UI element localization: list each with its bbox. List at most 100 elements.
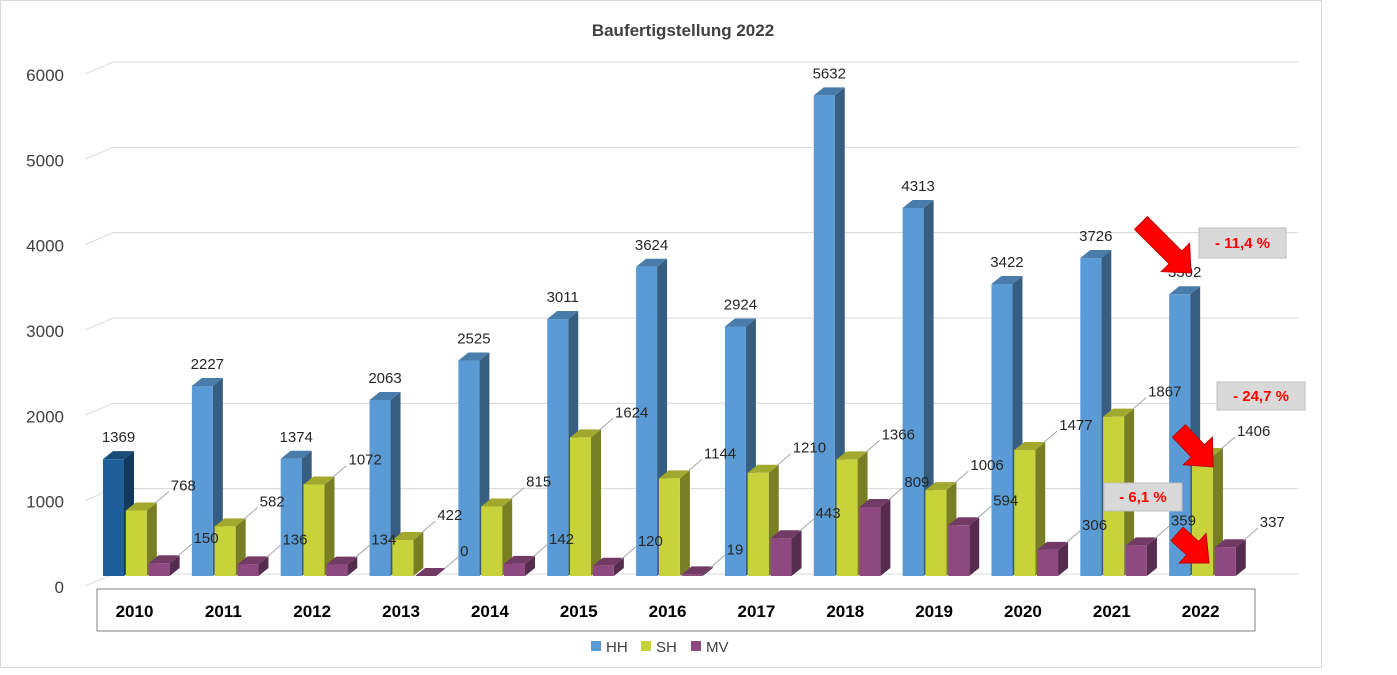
data-label: 1006 bbox=[970, 457, 1003, 474]
bar-SH-2020 bbox=[1014, 441, 1046, 576]
x-tick-label: 2016 bbox=[649, 602, 687, 621]
x-axis: 2010 2011 2012 2013 2014 2015 2016 2017 2018 2019… bbox=[116, 602, 1220, 621]
annotations: - 11,4 % - 24,7 % - 6,1 % bbox=[1103, 215, 1306, 564]
leader-line bbox=[243, 506, 258, 520]
bar-MV-2015 bbox=[592, 557, 624, 576]
red-arrow-icon bbox=[1171, 424, 1214, 468]
data-label: 1624 bbox=[615, 404, 648, 421]
bar-SH-2016 bbox=[658, 470, 690, 576]
annotation-MV: - 6,1 % bbox=[1103, 482, 1210, 564]
leader-line bbox=[621, 546, 637, 560]
leader-line bbox=[1243, 527, 1259, 541]
data-label: 1374 bbox=[280, 429, 313, 446]
data-label: 1072 bbox=[348, 452, 381, 469]
leader-line bbox=[976, 505, 992, 519]
bar-MV-2020 bbox=[1037, 541, 1069, 576]
annotation-box bbox=[1216, 381, 1306, 411]
data-label: 337 bbox=[1260, 514, 1285, 531]
data-label: 1867 bbox=[1148, 384, 1181, 401]
x-tick-label: 2020 bbox=[1004, 602, 1042, 621]
legend-swatch bbox=[691, 641, 701, 651]
leader-line bbox=[687, 458, 703, 472]
y-tick-label: 4000 bbox=[26, 237, 64, 256]
data-label: 594 bbox=[993, 492, 1018, 509]
annotation-HH: - 11,4 % bbox=[1133, 215, 1287, 274]
data-label: 3624 bbox=[635, 237, 668, 254]
leader-line bbox=[1154, 525, 1170, 539]
bar-SH-2015 bbox=[570, 429, 602, 576]
annotation-box bbox=[1103, 482, 1183, 512]
bar-MV-2011 bbox=[237, 556, 269, 576]
data-label: 2525 bbox=[457, 331, 490, 348]
legend-label: HH bbox=[606, 639, 628, 656]
red-arrow-icon bbox=[1170, 526, 1210, 564]
bar-MV-2012 bbox=[326, 556, 358, 576]
data-label: 768 bbox=[171, 477, 196, 494]
gridline bbox=[84, 61, 1298, 75]
data-label: 4313 bbox=[901, 178, 934, 195]
leader-line bbox=[1042, 430, 1058, 444]
data-label: 2924 bbox=[724, 296, 757, 313]
gridlines bbox=[84, 61, 1298, 587]
x-tick-label: 2019 bbox=[915, 602, 953, 621]
data-label: 120 bbox=[638, 533, 663, 550]
leader-line bbox=[443, 556, 459, 570]
leader-line bbox=[1065, 530, 1081, 544]
legend-item-HH: HH bbox=[591, 639, 628, 656]
y-tick-label: 2000 bbox=[26, 407, 64, 426]
leader-line bbox=[332, 465, 347, 478]
data-label: 1477 bbox=[1059, 417, 1092, 434]
x-tick-label: 2017 bbox=[738, 602, 776, 621]
red-arrow-icon bbox=[1133, 215, 1192, 274]
legend: HH SH MV bbox=[591, 639, 729, 656]
data-label: 809 bbox=[904, 474, 929, 491]
bar-MV-2017 bbox=[770, 530, 802, 576]
leader-line bbox=[710, 554, 726, 568]
bar-SH-2012 bbox=[303, 476, 335, 576]
legend-swatch bbox=[591, 641, 601, 651]
x-axis-box bbox=[96, 588, 1256, 632]
data-label: 0 bbox=[460, 543, 468, 560]
gridline bbox=[84, 232, 1298, 246]
legend-item-SH: SH bbox=[641, 639, 677, 656]
bar-MV-2016 bbox=[681, 566, 713, 576]
bar-MV-2019 bbox=[948, 517, 980, 576]
leader-line bbox=[1131, 397, 1147, 411]
leader-line bbox=[532, 544, 548, 558]
bar-MV-2021 bbox=[1125, 537, 1157, 576]
data-label: 150 bbox=[194, 530, 219, 547]
gridline bbox=[84, 317, 1298, 331]
chart-frame: Baufertigstellung 2022 0 1000 2000 3000 4000… bbox=[0, 0, 1322, 668]
annotation-text: - 6,1 % bbox=[1119, 489, 1167, 506]
data-label: 1366 bbox=[882, 426, 915, 443]
annotation-text: - 11,4 % bbox=[1215, 235, 1270, 252]
data-label: 443 bbox=[816, 505, 841, 522]
leader-line bbox=[954, 470, 969, 484]
data-label: 19 bbox=[727, 541, 744, 558]
bar-HH-2013 bbox=[369, 391, 401, 576]
data-label: 1210 bbox=[793, 440, 826, 457]
bar-MV-2010 bbox=[148, 555, 180, 576]
data-label: 3011 bbox=[547, 289, 579, 306]
data-label: 1144 bbox=[704, 445, 736, 462]
leader-line bbox=[598, 418, 614, 431]
x-tick-label: 2022 bbox=[1182, 602, 1220, 621]
data-label: 2227 bbox=[191, 356, 224, 373]
annotation-text: - 24,7 % bbox=[1233, 388, 1289, 405]
legend-label: MV bbox=[706, 639, 729, 656]
y-axis: 0 1000 2000 3000 4000 5000 6000 bbox=[26, 66, 64, 597]
leader-line bbox=[421, 520, 436, 534]
leader-line bbox=[154, 491, 170, 504]
x-tick-label: 2014 bbox=[471, 602, 509, 621]
leader-line bbox=[177, 543, 192, 557]
data-label: 1369 bbox=[102, 429, 135, 446]
data-label: 136 bbox=[282, 531, 307, 548]
y-tick-label: 0 bbox=[55, 578, 64, 597]
data-label: 306 bbox=[1082, 517, 1107, 534]
x-tick-label: 2021 bbox=[1093, 602, 1131, 621]
leader-line bbox=[1220, 436, 1236, 450]
leader-line bbox=[776, 453, 792, 467]
leader-line bbox=[865, 440, 880, 453]
y-tick-label: 5000 bbox=[26, 151, 64, 170]
y-tick-label: 6000 bbox=[26, 66, 64, 85]
